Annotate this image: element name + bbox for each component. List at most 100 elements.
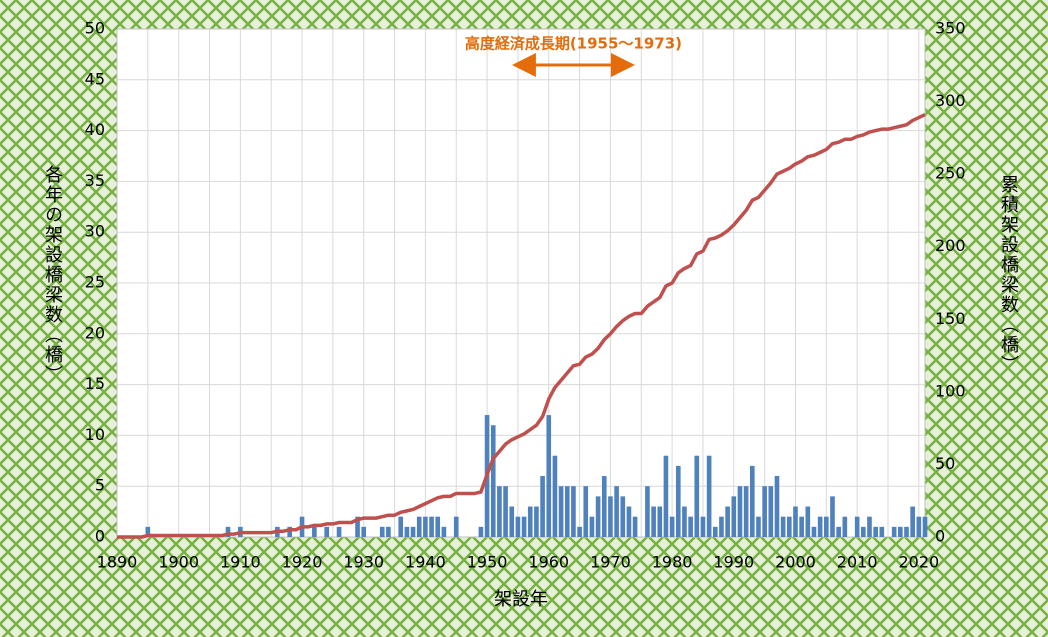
bar bbox=[287, 526, 293, 537]
x-tick-label: 1980 bbox=[652, 553, 693, 572]
bar bbox=[398, 516, 404, 537]
bar bbox=[552, 455, 558, 537]
y-tick-label: 30 bbox=[85, 222, 105, 241]
bar bbox=[645, 486, 650, 537]
y2-tick-label: 250 bbox=[935, 164, 966, 183]
bar bbox=[386, 526, 391, 537]
bar bbox=[824, 516, 829, 537]
line bbox=[117, 113, 926, 539]
bar bbox=[657, 506, 663, 537]
bar bbox=[435, 516, 441, 537]
bar bbox=[441, 526, 447, 537]
bar bbox=[515, 516, 521, 537]
bar bbox=[898, 526, 903, 537]
bar bbox=[534, 506, 539, 537]
bar bbox=[793, 506, 798, 537]
y-tick-label: 25 bbox=[85, 273, 105, 292]
y-tick-label: 20 bbox=[85, 323, 105, 342]
bar bbox=[361, 526, 367, 537]
x-tick-label: 1890 bbox=[97, 553, 138, 572]
bar bbox=[663, 455, 669, 537]
bar bbox=[490, 425, 496, 537]
bar bbox=[725, 506, 730, 537]
x-tick-label: 1940 bbox=[405, 553, 446, 572]
bar bbox=[620, 496, 626, 537]
bar bbox=[423, 516, 428, 537]
x-tick-label: 1910 bbox=[220, 553, 261, 572]
bar bbox=[608, 496, 613, 537]
bar bbox=[540, 476, 545, 537]
bar bbox=[842, 516, 848, 537]
bar bbox=[904, 526, 909, 537]
bar bbox=[478, 526, 484, 537]
bar bbox=[700, 516, 706, 537]
y2-axis-title: 累積架設橋梁数（橋） bbox=[998, 175, 1019, 375]
y-tick-label: 0 bbox=[95, 527, 105, 546]
bar bbox=[379, 526, 385, 537]
y2-tick-label: 200 bbox=[935, 236, 966, 255]
bar bbox=[355, 516, 360, 537]
bar bbox=[694, 455, 700, 537]
y-tick-label: 10 bbox=[85, 425, 105, 444]
bar bbox=[879, 526, 885, 537]
bar bbox=[805, 506, 811, 537]
bar bbox=[651, 506, 656, 537]
x-tick-label: 1930 bbox=[343, 553, 384, 572]
bar bbox=[669, 516, 675, 537]
x-axis-title: 架設年 bbox=[494, 589, 548, 610]
bar bbox=[521, 516, 527, 537]
y-tick-label: 15 bbox=[85, 374, 105, 393]
bar bbox=[706, 455, 712, 537]
bar bbox=[719, 516, 724, 537]
x-tick-label: 2000 bbox=[775, 553, 816, 572]
bar bbox=[675, 465, 681, 537]
bar bbox=[712, 526, 718, 537]
x-tick-label: 1970 bbox=[590, 553, 631, 572]
bar bbox=[867, 516, 872, 537]
bar bbox=[891, 526, 897, 537]
bar bbox=[546, 415, 552, 537]
x-tick-label: 1950 bbox=[467, 553, 508, 572]
bar bbox=[731, 496, 737, 537]
bar bbox=[762, 486, 767, 537]
bar bbox=[225, 526, 231, 537]
bar bbox=[410, 526, 416, 537]
y2-tick-label: 300 bbox=[935, 91, 966, 110]
bar bbox=[527, 506, 533, 537]
bar bbox=[416, 516, 422, 537]
x-tick-label: 2020 bbox=[898, 553, 939, 572]
bar bbox=[916, 516, 922, 537]
plot-border bbox=[116, 28, 926, 538]
bar bbox=[873, 526, 878, 537]
bar bbox=[595, 496, 601, 537]
bar bbox=[786, 516, 792, 537]
y2-tick-label: 350 bbox=[935, 19, 966, 38]
bar bbox=[817, 516, 823, 537]
bar bbox=[836, 526, 841, 537]
bar bbox=[854, 516, 860, 537]
bar bbox=[632, 516, 638, 537]
bar bbox=[312, 526, 317, 537]
x-tick-label: 1920 bbox=[282, 553, 323, 572]
bar bbox=[558, 486, 564, 537]
bar bbox=[749, 465, 755, 537]
x-tick-label: 2010 bbox=[837, 553, 878, 572]
bar bbox=[589, 516, 595, 537]
bar bbox=[774, 476, 780, 537]
y-tick-label: 35 bbox=[85, 171, 105, 190]
x-tick-label: 1990 bbox=[713, 553, 754, 572]
bar bbox=[743, 486, 749, 537]
bar bbox=[830, 496, 835, 537]
y2-tick-label: 50 bbox=[935, 454, 955, 473]
bar bbox=[861, 526, 866, 537]
y2-tick-label: 100 bbox=[935, 381, 966, 400]
bar bbox=[509, 506, 515, 537]
y-tick-label: 45 bbox=[85, 69, 105, 88]
bar bbox=[571, 486, 576, 537]
bar bbox=[601, 476, 607, 537]
bar bbox=[453, 516, 459, 537]
bar bbox=[780, 516, 786, 537]
x-tick-label: 1960 bbox=[528, 553, 569, 572]
bar bbox=[811, 526, 817, 537]
